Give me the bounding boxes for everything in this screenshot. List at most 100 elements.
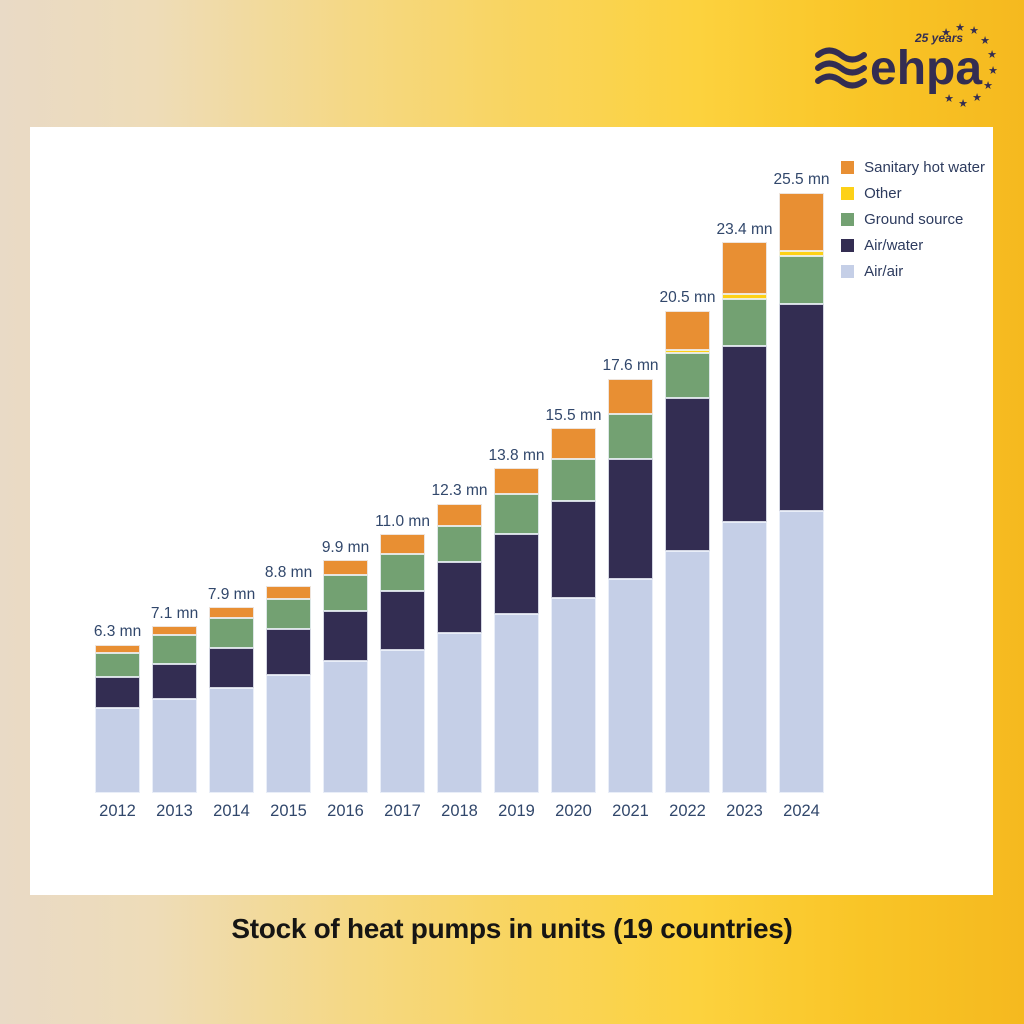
bar-segment-air-air bbox=[95, 708, 140, 793]
bar-stack bbox=[722, 242, 767, 793]
bar-segment-air-air bbox=[209, 688, 254, 793]
legend-swatch-ground-source bbox=[841, 213, 855, 226]
bar-total-label: 15.5 mn bbox=[545, 406, 602, 424]
bar-column-2016: 9.9 mn 2016 bbox=[322, 127, 369, 819]
bar-segment-sanitary-hot-water bbox=[95, 644, 140, 654]
ehpa-25-years-text: 25 years bbox=[914, 31, 963, 45]
bar-segment-ground-source bbox=[209, 617, 254, 649]
ehpa-logo: ehpa 25 years ★ ★ ★ ★ ★ ★ ★ ★ ★ ★ bbox=[812, 21, 998, 114]
svg-text:★: ★ bbox=[988, 64, 998, 77]
bar-stack bbox=[437, 503, 482, 793]
bar-segment-sanitary-hot-water bbox=[323, 560, 368, 576]
bar-column-2018: 12.3 mn 2018 bbox=[432, 127, 488, 818]
bar-segment-air-water bbox=[779, 303, 824, 511]
eu-stars-icon: ★ ★ ★ ★ ★ ★ ★ ★ ★ ★ bbox=[941, 21, 998, 110]
bar-stack bbox=[665, 310, 710, 793]
bar-segment-ground-source bbox=[551, 458, 596, 502]
bar-total-label: 17.6 mn bbox=[602, 357, 659, 375]
bar-stack bbox=[152, 626, 197, 793]
svg-text:★: ★ bbox=[983, 79, 993, 92]
bar-segment-sanitary-hot-water bbox=[608, 378, 653, 415]
svg-text:★: ★ bbox=[941, 26, 951, 39]
bar-segment-air-air bbox=[380, 649, 425, 793]
bar-column-2020: 15.5 mn 2020 bbox=[546, 127, 602, 819]
ehpa-brand-text: ehpa bbox=[870, 42, 982, 95]
bar-segment-air-air bbox=[551, 597, 596, 793]
bar-segment-air-water bbox=[608, 458, 653, 579]
bar-column-2019: 13.8 mn 2019 bbox=[489, 127, 545, 819]
bar-segment-ground-source bbox=[608, 414, 653, 459]
bar-total-label: 25.5 mn bbox=[773, 171, 830, 189]
svg-text:★: ★ bbox=[944, 92, 954, 105]
bar-stack bbox=[266, 585, 311, 793]
bar-total-label: 13.8 mn bbox=[488, 446, 545, 464]
x-axis-label: 2014 bbox=[213, 801, 250, 820]
bar-stack bbox=[209, 607, 254, 793]
x-axis-label: 2021 bbox=[612, 801, 649, 820]
bar-segment-air-water bbox=[665, 397, 710, 551]
bar-stack bbox=[779, 192, 824, 793]
bar-segment-air-water bbox=[494, 534, 539, 615]
x-axis-label: 2022 bbox=[669, 801, 706, 820]
svg-text:★: ★ bbox=[958, 97, 968, 110]
bar-segment-sanitary-hot-water bbox=[437, 503, 482, 526]
bar-stack bbox=[608, 378, 653, 793]
x-axis-label: 2018 bbox=[441, 801, 478, 820]
svg-text:★: ★ bbox=[969, 24, 979, 37]
bar-segment-ground-source bbox=[323, 575, 368, 611]
bar-segment-air-water bbox=[95, 676, 140, 709]
bar-segment-ground-source bbox=[722, 298, 767, 346]
bar-segment-other bbox=[722, 294, 767, 299]
bar-column-2015: 8.8 mn 2015 bbox=[265, 127, 312, 818]
bar-segment-other bbox=[665, 349, 710, 354]
legend-swatch-sanitary-hot-water bbox=[841, 161, 855, 174]
legend-swatch-air-water bbox=[841, 239, 855, 252]
waves-icon bbox=[815, 47, 867, 89]
bar-segment-air-air bbox=[665, 550, 710, 793]
bar-stack bbox=[380, 534, 425, 793]
legend-label: Sanitary hot water bbox=[864, 159, 985, 176]
bar-stack bbox=[551, 428, 596, 793]
bar-segment-sanitary-hot-water bbox=[209, 607, 254, 618]
bar-column-2012: 6.3 mn 2012 bbox=[93, 127, 142, 818]
chart-panel: 6.3 mn 2012 7.1 mn 2013 7.9 mn 2014 8.8 mn 2015… bbox=[30, 127, 993, 895]
x-axis-label: 2023 bbox=[726, 801, 763, 820]
legend-item-air-water: Air/water bbox=[841, 238, 985, 253]
bar-total-label: 20.5 mn bbox=[659, 289, 716, 307]
bar-column-2014: 7.9 mn 2014 bbox=[208, 127, 255, 819]
bar-segment-air-air bbox=[779, 510, 824, 793]
bar-segment-air-water bbox=[380, 590, 425, 650]
bar-segment-ground-source bbox=[152, 635, 197, 664]
bar-segment-other bbox=[779, 250, 824, 257]
legend-label: Other bbox=[864, 185, 902, 202]
legend-swatch-other bbox=[841, 187, 855, 200]
svg-text:★: ★ bbox=[972, 91, 982, 104]
bar-segment-ground-source bbox=[779, 256, 824, 304]
bar-segment-sanitary-hot-water bbox=[266, 585, 311, 599]
bar-segment-air-water bbox=[266, 629, 311, 676]
bar-segment-ground-source bbox=[266, 598, 311, 630]
bar-segment-sanitary-hot-water bbox=[551, 428, 596, 459]
bar-segment-ground-source bbox=[95, 653, 140, 677]
bar-segment-ground-source bbox=[494, 494, 539, 535]
x-axis-label: 2017 bbox=[384, 801, 421, 820]
bar-segment-air-air bbox=[722, 522, 767, 793]
x-axis-label: 2012 bbox=[99, 801, 136, 820]
bar-segment-air-water bbox=[209, 648, 254, 689]
bar-segment-sanitary-hot-water bbox=[722, 242, 767, 295]
bar-column-2021: 17.6 mn 2021 bbox=[603, 127, 659, 818]
bar-total-label: 12.3 mn bbox=[431, 482, 488, 500]
bar-total-label: 11.0 mn bbox=[375, 512, 430, 530]
ehpa-logo-graphic: ehpa 25 years ★ ★ ★ ★ ★ ★ ★ ★ ★ ★ bbox=[815, 21, 998, 110]
x-axis-label: 2013 bbox=[156, 801, 193, 820]
bar-segment-air-air bbox=[494, 614, 539, 793]
bar-total-label: 6.3 mn bbox=[93, 623, 142, 641]
bar-segment-air-water bbox=[323, 610, 368, 662]
bar-segment-air-water bbox=[551, 501, 596, 598]
bar-segment-ground-source bbox=[665, 353, 710, 398]
x-axis-label: 2024 bbox=[783, 801, 820, 820]
legend-label: Air/air bbox=[864, 263, 904, 280]
legend-label: Air/water bbox=[864, 237, 924, 254]
bar-segment-sanitary-hot-water bbox=[665, 310, 710, 350]
bar-segment-air-air bbox=[152, 698, 197, 793]
